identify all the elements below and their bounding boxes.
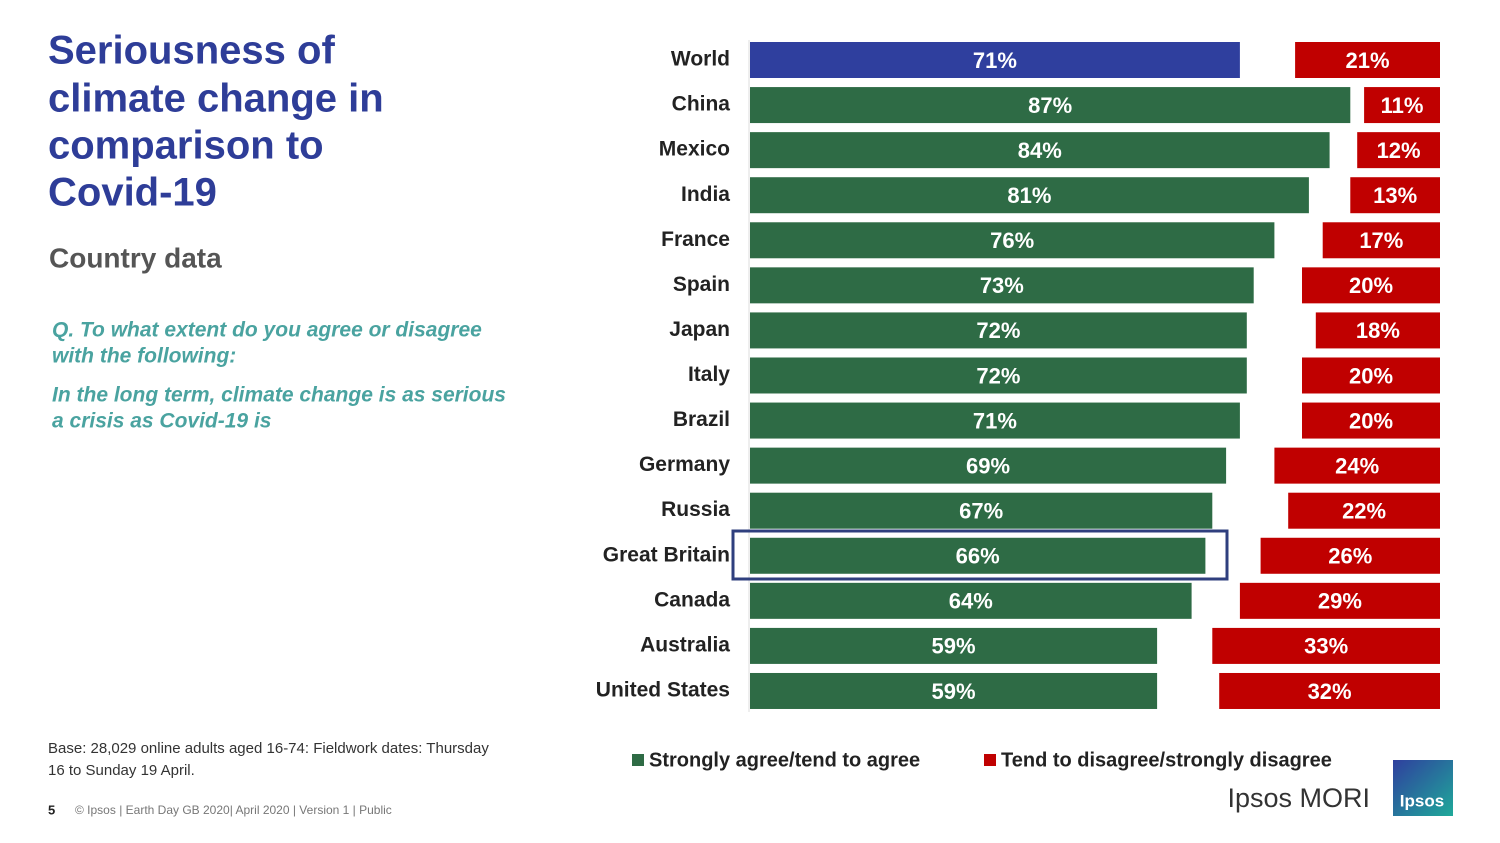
- value-label: 17%: [1359, 228, 1403, 253]
- base-note: Base: 28,029 online adults aged 16-74: F…: [48, 740, 489, 757]
- bar: [750, 627, 1158, 664]
- value-label: 13%: [1373, 183, 1417, 208]
- value-label: 67%: [959, 499, 1003, 524]
- copyright: © Ipsos | Earth Day GB 2020| April 2020 …: [75, 803, 392, 817]
- legend-swatch: [984, 754, 996, 766]
- value-label: 12%: [1377, 138, 1421, 163]
- bar: [750, 672, 1158, 709]
- category-label: Japan: [669, 318, 730, 341]
- value-label: 18%: [1356, 318, 1400, 343]
- value-label: 20%: [1349, 408, 1393, 433]
- category-label: Spain: [673, 273, 730, 296]
- value-label: 20%: [1349, 273, 1393, 298]
- bar: [750, 267, 1254, 304]
- bar: [1302, 357, 1440, 394]
- bar: [1364, 87, 1440, 124]
- value-label: 72%: [976, 363, 1020, 388]
- legend-swatch: [632, 754, 644, 766]
- value-label: 71%: [973, 48, 1017, 73]
- category-label: World: [671, 48, 730, 71]
- value-label: 29%: [1318, 589, 1362, 614]
- bar: [750, 87, 1351, 124]
- bar: [750, 537, 1206, 574]
- bar: [1315, 312, 1440, 349]
- logo: [1393, 760, 1453, 816]
- bar: [1322, 222, 1440, 259]
- bar: [1350, 177, 1440, 214]
- category-label: Brazil: [673, 408, 730, 431]
- category-label: Mexico: [659, 138, 730, 161]
- bar: [750, 42, 1240, 78]
- value-label: 72%: [976, 318, 1020, 343]
- title-line: Covid-19: [48, 171, 217, 215]
- bar: [1295, 42, 1440, 78]
- title-line: comparison to: [48, 124, 324, 168]
- bar: [750, 312, 1247, 349]
- value-label: 76%: [990, 228, 1034, 253]
- bar: [1302, 402, 1440, 439]
- question: Q. To what extent do you agree or disagr…: [52, 319, 482, 342]
- bar: [1357, 132, 1440, 169]
- title-line: Seriousness of: [48, 29, 335, 73]
- statement: In the long term, climate change is as s…: [52, 384, 506, 407]
- value-label: 24%: [1335, 453, 1379, 478]
- bar: [1260, 537, 1440, 574]
- bar: [1239, 582, 1440, 619]
- bar: [1302, 267, 1440, 304]
- value-label: 81%: [1007, 183, 1051, 208]
- bar: [1219, 672, 1440, 709]
- bar: [750, 132, 1330, 169]
- value-label: 59%: [932, 679, 976, 704]
- value-label: 87%: [1028, 93, 1072, 118]
- category-label: Canada: [654, 588, 730, 611]
- category-label: India: [681, 183, 730, 206]
- brand: Ipsos MORI: [1227, 783, 1370, 813]
- value-label: 66%: [956, 544, 1000, 569]
- bar: [1212, 627, 1440, 664]
- subtitle: Country data: [49, 242, 222, 273]
- category-label: Russia: [661, 498, 730, 521]
- value-label: 11%: [1381, 93, 1424, 118]
- bar: [750, 492, 1213, 529]
- category-label: Italy: [688, 363, 730, 386]
- question: with the following:: [52, 345, 236, 368]
- category-label: Australia: [640, 633, 730, 656]
- value-label: 71%: [973, 408, 1017, 433]
- legend-label: Strongly agree/tend to agree: [649, 749, 920, 771]
- value-label: 64%: [949, 589, 993, 614]
- value-label: 84%: [1018, 138, 1062, 163]
- value-label: 59%: [932, 634, 976, 659]
- category-label: United States: [596, 679, 730, 702]
- bar: [750, 177, 1309, 214]
- highlight-box: [731, 529, 1229, 581]
- bar: [750, 357, 1247, 394]
- category-label: Great Britain: [603, 543, 730, 566]
- value-label: 21%: [1346, 48, 1390, 73]
- category-label: China: [672, 93, 731, 116]
- page-number: 5: [48, 802, 55, 817]
- value-label: 26%: [1328, 544, 1372, 569]
- category-label: Germany: [639, 453, 730, 476]
- bar: [750, 402, 1240, 439]
- base-note: 16 to Sunday 19 April.: [48, 762, 195, 779]
- bar: [750, 582, 1192, 619]
- logo-text: Ipsos: [1400, 791, 1444, 810]
- value-label: 69%: [966, 453, 1010, 478]
- bar: [750, 447, 1227, 484]
- value-label: 22%: [1342, 499, 1386, 524]
- value-label: 32%: [1308, 679, 1352, 704]
- statement: a crisis as Covid-19 is: [52, 410, 271, 433]
- category-label: France: [661, 228, 730, 251]
- bar: [750, 222, 1275, 259]
- value-label: 73%: [980, 273, 1024, 298]
- value-label: 33%: [1304, 634, 1348, 659]
- value-label: 20%: [1349, 363, 1393, 388]
- legend-label: Tend to disagree/strongly disagree: [1001, 749, 1332, 771]
- bar: [1274, 447, 1440, 484]
- title-line: climate change in: [48, 77, 384, 121]
- bar: [1288, 492, 1440, 529]
